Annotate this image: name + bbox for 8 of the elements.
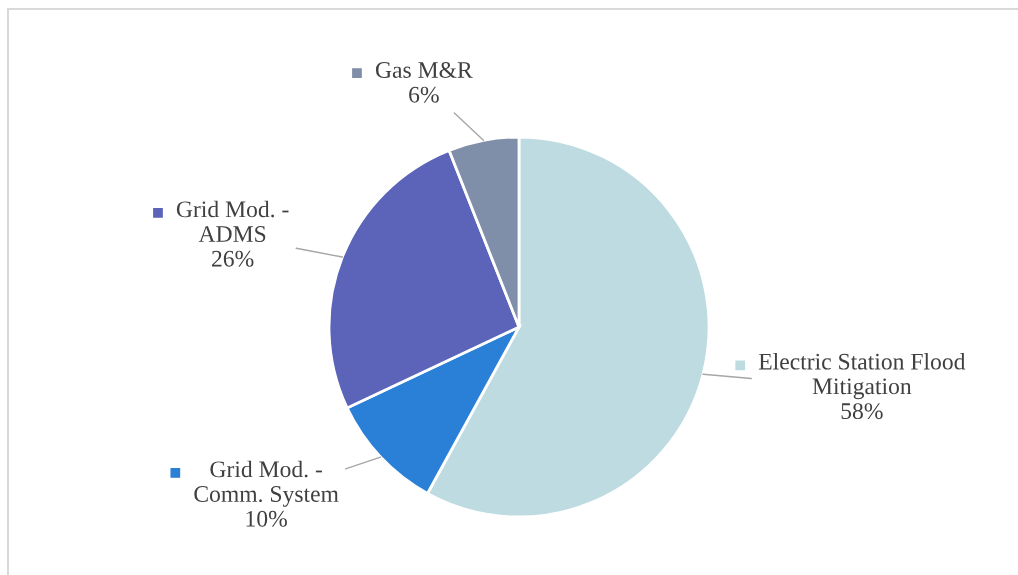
- legend-label: Electric Station Flood Mitigation: [758, 353, 966, 400]
- legend-label: Gas M&R: [375, 62, 473, 78]
- legend-label: Grid Mod. - ADMS: [176, 200, 289, 242]
- data-label: 26%: [212, 250, 254, 267]
- data-label: 10%: [246, 510, 287, 527]
- data-label: 6%: [409, 86, 439, 103]
- legend-label: Grid Mod. - Comm. System: [194, 460, 339, 507]
- data-label: 58%: [841, 403, 883, 420]
